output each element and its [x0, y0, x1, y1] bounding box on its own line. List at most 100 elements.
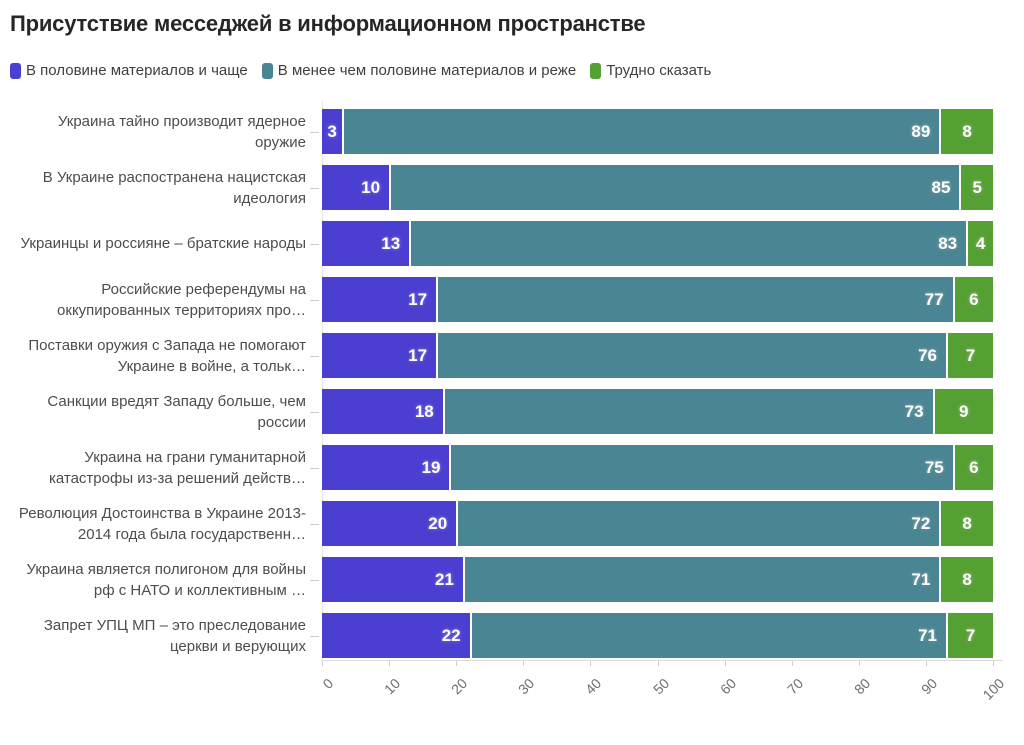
bar-segment: 5	[959, 165, 993, 210]
bar-row: Украинцы и россияне – братские народы 13 8…	[10, 221, 1024, 266]
bar-segment: 75	[449, 445, 953, 490]
segment-value-label: 5	[972, 177, 982, 197]
segment-value-label: 85	[931, 177, 951, 197]
bar-segment: 13	[322, 221, 410, 266]
bar-track: 3 89 8	[322, 109, 993, 154]
segment-value-label: 73	[904, 401, 924, 421]
bar-segment: 8	[939, 501, 993, 546]
segment-value-label: 13	[381, 233, 401, 253]
bar-segment: 72	[456, 501, 940, 546]
segment-value-label: 22	[441, 625, 461, 645]
bar-segment: 71	[462, 557, 940, 602]
bar-row: Российские референдумы на оккупированных…	[10, 277, 1024, 322]
x-axis-tick	[322, 661, 323, 666]
bar-segment: 73	[442, 389, 933, 434]
x-axis-tick-label: 90	[917, 675, 941, 698]
x-axis-tick	[523, 661, 525, 666]
bar-segment: 19	[322, 445, 450, 490]
x-axis-tick-label: 50	[649, 675, 672, 698]
x-axis-tick	[858, 661, 860, 666]
bar-segment: 20	[322, 501, 457, 546]
x-axis: 0 10 20 30 40 50 60 70 80 90 100	[319, 660, 1007, 720]
category-label: Поставки оружия с Запада не помогают Укр…	[10, 333, 322, 378]
bar-track: 17 76 7	[322, 333, 993, 378]
bar-track: 21 71 8	[322, 557, 993, 602]
bar-track: 18 73 9	[322, 389, 993, 434]
bar-segment: 76	[436, 333, 947, 378]
x-axis-tick	[993, 661, 994, 666]
segment-value-label: 4	[975, 233, 986, 253]
category-label: Украина является полигоном для войны рф …	[10, 557, 322, 602]
bar-row: Украина является полигоном для войны рф …	[10, 557, 1024, 602]
segment-value-label: 3	[327, 121, 337, 141]
segment-value-label: 83	[938, 233, 958, 253]
segment-value-label: 6	[969, 457, 979, 477]
bar-track: 22 71 7	[322, 613, 993, 658]
category-label: Украина на грани гуманитарной катастрофы…	[10, 445, 322, 490]
segment-value-label: 8	[962, 513, 972, 533]
legend: В половине материалов и чаще В менее чем …	[10, 62, 1024, 79]
segment-value-label: 10	[361, 177, 381, 197]
bar-track: 20 72 8	[322, 501, 993, 546]
legend-swatch-icon	[590, 62, 602, 79]
bar-segment: 17	[322, 333, 437, 378]
bar-segment: 17	[322, 277, 437, 322]
bar-segment: 9	[932, 389, 993, 434]
segment-value-label: 9	[959, 401, 969, 421]
legend-label: Трудно сказать	[606, 62, 712, 79]
legend-label: В половине материалов и чаще	[26, 62, 248, 79]
bar-segment: 3	[322, 109, 343, 154]
x-axis-tick	[925, 661, 927, 666]
x-axis-tick-label: 80	[850, 675, 874, 698]
x-axis-tick-label: 20	[448, 675, 471, 698]
bar-segment: 10	[322, 165, 390, 210]
category-label: Российские референдумы на оккупированных…	[10, 277, 322, 322]
x-axis-tick-label: 10	[381, 675, 404, 698]
x-axis-tick-label: 60	[716, 675, 739, 698]
segment-value-label: 20	[428, 513, 448, 533]
bar-row: Поставки оружия с Запада не помогают Укр…	[10, 333, 1024, 378]
bar-segment: 8	[939, 557, 993, 602]
bar-segment: 4	[966, 221, 993, 266]
segment-value-label: 75	[924, 457, 944, 477]
category-label: Санкции вредят Западу больше, чем россии	[10, 389, 322, 434]
bar-segment: 18	[322, 389, 443, 434]
segment-value-label: 18	[414, 401, 434, 421]
bar-track: 19 75 6	[322, 445, 993, 490]
bar-segment: 83	[409, 221, 967, 266]
legend-item: В половине материалов и чаще	[10, 62, 248, 79]
category-label: Украинцы и россияне – братские народы	[10, 221, 322, 266]
segment-value-label: 76	[918, 345, 938, 365]
bar-segment: 71	[469, 613, 947, 658]
bar-track: 13 83 4	[322, 221, 993, 266]
bar-segment: 77	[436, 277, 953, 322]
x-axis-tick	[657, 661, 659, 666]
legend-swatch-icon	[10, 62, 21, 79]
x-axis-tick	[590, 661, 592, 666]
x-axis-tick-label: 30	[515, 675, 538, 698]
x-axis-tick-label: 100	[979, 675, 1008, 703]
legend-label: В менее чем половине материалов и реже	[277, 62, 577, 79]
segment-value-label: 71	[918, 625, 938, 645]
bar-row: В Украине распостранена нацистская идеол…	[10, 165, 1024, 210]
category-label: Революция Достоинства в Украине 2013-201…	[10, 501, 322, 546]
legend-item: Трудно сказать	[590, 62, 711, 79]
bar-row: Украина на грани гуманитарной катастрофы…	[10, 445, 1024, 490]
legend-swatch-icon	[261, 62, 273, 79]
bar-row: Запрет УПЦ МП – это преследование церкви…	[10, 613, 1024, 658]
bar-track: 17 77 6	[322, 277, 993, 322]
x-axis-tick	[389, 661, 391, 666]
segment-value-label: 7	[965, 625, 976, 645]
segment-value-label: 8	[962, 121, 972, 141]
chart-title: Присутствие месседжей в информационном п…	[10, 11, 646, 36]
segment-value-label: 77	[924, 289, 944, 309]
x-axis-tick-label: 40	[582, 675, 605, 698]
plot-area: Украина тайно производит ядерное оружие 3…	[10, 101, 1024, 660]
category-label: Запрет УПЦ МП – это преследование церкви…	[10, 613, 322, 658]
x-axis-tick	[791, 661, 793, 666]
bar-row: Украина тайно производит ядерное оружие 3…	[10, 109, 1024, 154]
segment-value-label: 89	[911, 121, 931, 141]
legend-item: В менее чем половине материалов и реже	[261, 62, 577, 79]
bar-segment: 6	[952, 277, 993, 322]
